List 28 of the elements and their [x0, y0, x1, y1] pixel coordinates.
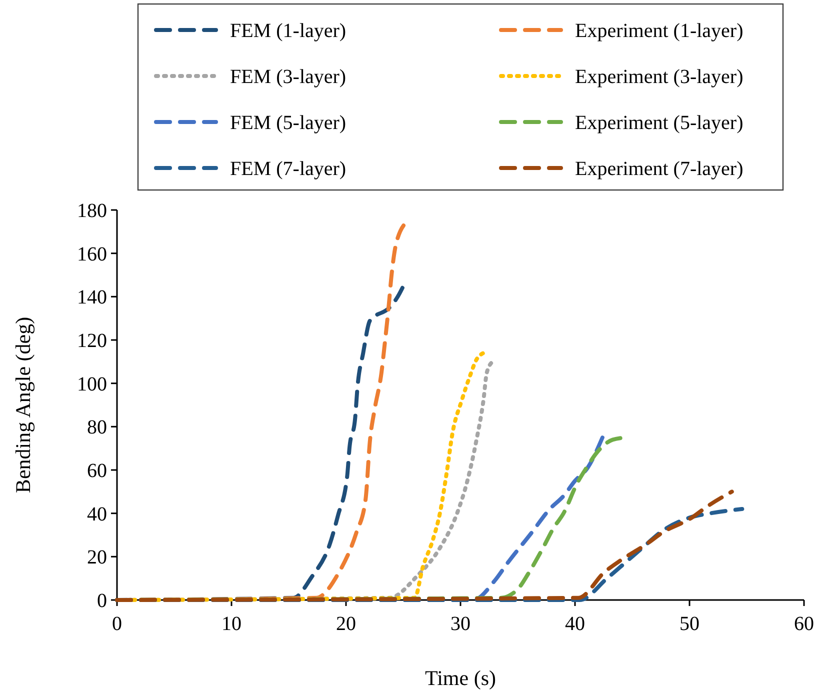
- x-tick-label: 10: [222, 613, 242, 635]
- y-tick-label: 140: [77, 286, 107, 309]
- legend-label: FEM (1-layer): [230, 20, 346, 42]
- legend-label: FEM (5-layer): [230, 112, 346, 134]
- y-tick-label: 40: [87, 503, 107, 526]
- legend-label: Experiment (5-layer): [575, 112, 744, 134]
- y-tick-label: 60: [87, 460, 107, 482]
- y-axis-title: Bending Angle (deg): [11, 316, 35, 494]
- x-tick-label: 60: [794, 613, 814, 635]
- legend-label: Experiment (7-layer): [575, 158, 744, 180]
- y-tick-label: 80: [87, 416, 107, 439]
- legend-label: FEM (7-layer): [230, 158, 346, 180]
- legend-label: Experiment (1-layer): [575, 20, 744, 42]
- legend-label: FEM (3-layer): [230, 66, 346, 88]
- x-tick-label: 50: [680, 613, 700, 635]
- y-tick-label: 160: [77, 243, 107, 266]
- y-tick-label: 0: [97, 590, 107, 612]
- y-tick-label: 100: [77, 373, 107, 396]
- legend-label: Experiment (3-layer): [575, 66, 744, 88]
- y-tick-label: 120: [77, 330, 107, 352]
- y-tick-label: 20: [87, 546, 107, 569]
- x-tick-label: 0: [112, 613, 122, 635]
- x-tick-label: 40: [565, 613, 585, 635]
- x-axis-title: Time (s): [425, 666, 496, 690]
- y-tick-label: 180: [77, 200, 107, 222]
- line-series: [115, 490, 734, 602]
- x-tick-label: 20: [336, 613, 356, 635]
- x-tick-label: 30: [450, 613, 470, 635]
